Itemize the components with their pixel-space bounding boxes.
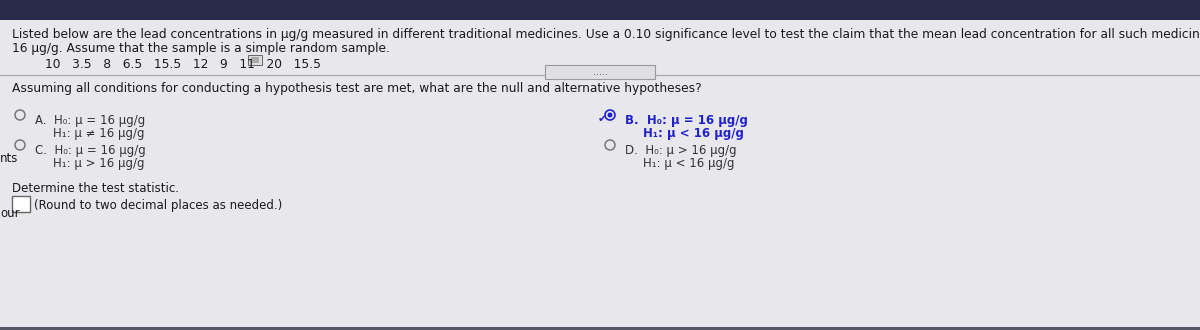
Text: 16 μg/g. Assume that the sample is a simple random sample.: 16 μg/g. Assume that the sample is a sim… — [12, 42, 390, 55]
Bar — [251, 57, 259, 63]
Bar — [0, 0, 1200, 20]
Text: A.  H₀: μ = 16 μg/g: A. H₀: μ = 16 μg/g — [35, 114, 145, 127]
Text: B.  H₀: μ = 16 μg/g: B. H₀: μ = 16 μg/g — [625, 114, 748, 127]
Bar — [0, 327, 1200, 330]
Bar — [545, 65, 655, 79]
Text: C.  H₀: μ = 16 μg/g: C. H₀: μ = 16 μg/g — [35, 144, 145, 157]
Text: 10   3.5   8   6.5   15.5   12   9   11   20   15.5: 10 3.5 8 6.5 15.5 12 9 11 20 15.5 — [46, 58, 322, 71]
Text: H₁: μ ≠ 16 μg/g: H₁: μ ≠ 16 μg/g — [53, 127, 144, 140]
Text: nts: nts — [0, 152, 18, 165]
Text: Assuming all conditions for conducting a hypothesis test are met, what are the n: Assuming all conditions for conducting a… — [12, 82, 702, 95]
Text: H₁: μ > 16 μg/g: H₁: μ > 16 μg/g — [53, 157, 144, 170]
Text: .....: ..... — [593, 67, 607, 77]
Text: (Round to two decimal places as needed.): (Round to two decimal places as needed.) — [34, 199, 282, 212]
Text: Listed below are the lead concentrations in μg/g measured in different tradition: Listed below are the lead concentrations… — [12, 28, 1200, 41]
Bar — [248, 55, 262, 65]
Text: D.  H₀: μ > 16 μg/g: D. H₀: μ > 16 μg/g — [625, 144, 737, 157]
Text: H₁: μ < 16 μg/g: H₁: μ < 16 μg/g — [643, 157, 734, 170]
Text: our: our — [0, 207, 19, 220]
Bar — [12, 196, 30, 212]
Text: H₁: μ < 16 μg/g: H₁: μ < 16 μg/g — [643, 127, 744, 140]
Text: ✔: ✔ — [598, 114, 607, 124]
Text: Determine the test statistic.: Determine the test statistic. — [12, 182, 179, 195]
Circle shape — [607, 113, 612, 117]
